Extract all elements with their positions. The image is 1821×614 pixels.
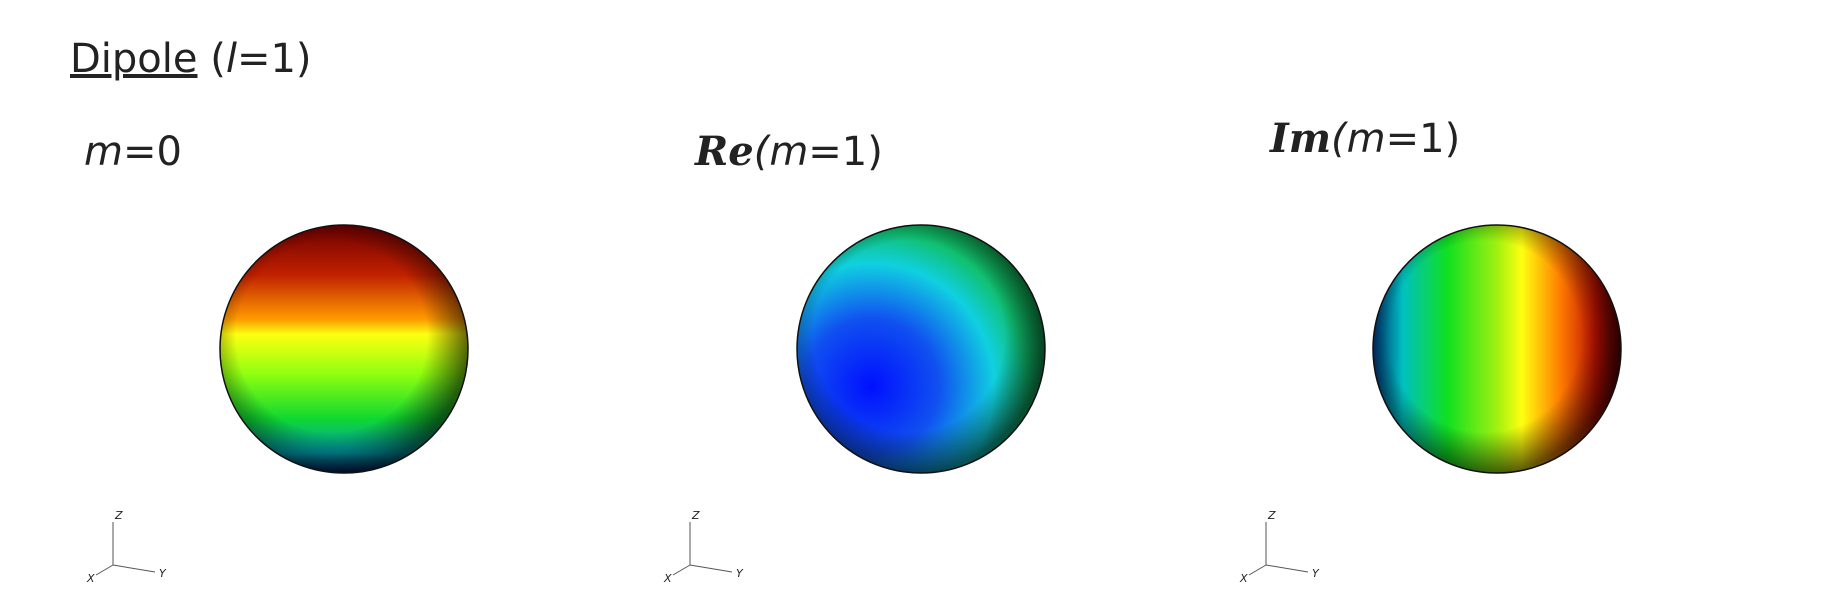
label-part: m [84,129,123,175]
axis-line [689,564,733,573]
label-part: =1) [808,129,883,175]
title-part: =1) [237,36,312,82]
axis-line [672,564,691,576]
label-part: m [769,129,808,175]
title-part: l [226,36,237,82]
axis-label: X [1239,572,1248,585]
panel-label: Im(m=1) [1269,115,1460,162]
axis-line [112,564,156,573]
axis-label: Z [1267,509,1276,522]
axis-label: Y [736,567,744,580]
axis-label: X [86,572,95,585]
axis-label: Y [159,567,167,580]
axis-label: Y [1312,567,1320,580]
axis-label: Z [114,509,123,522]
axis-line [1248,564,1267,576]
axis-line [1265,564,1309,573]
axis-line [95,564,114,576]
title-space [198,36,211,82]
axis-label: X [663,572,672,585]
title-word: Dipole [70,36,198,82]
axis-label: Z [691,509,700,522]
label-part: =0 [123,129,182,175]
label-part: ( [754,129,772,175]
title: Dipole (l=1) [70,36,312,82]
sphere-3 [1372,224,1622,474]
panel-label: m=0 [84,129,182,175]
sphere-1 [219,224,469,474]
label-part: m [1347,116,1386,162]
label-part: Re [694,128,754,175]
label-part: Im [1269,115,1331,162]
sphere-2 [796,224,1046,474]
label-part: ( [1331,116,1349,162]
title-part: ( [210,36,226,82]
panel-label: Re(m=1) [694,128,883,175]
label-part: =1) [1386,116,1461,162]
